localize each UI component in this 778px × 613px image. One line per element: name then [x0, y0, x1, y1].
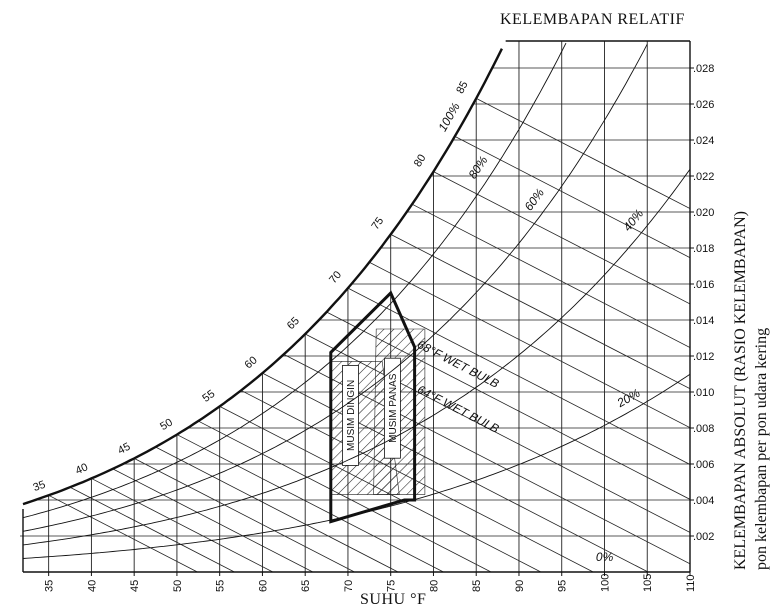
rh-label: 60% — [522, 186, 548, 214]
saturation-temp-label: 75 — [369, 215, 386, 232]
y-tick-label: .004 — [693, 495, 714, 507]
wet-bulb-line — [198, 420, 492, 572]
chart-title: KELEMBAPAN RELATIF — [500, 11, 685, 28]
x-tick-label: 85 — [471, 580, 483, 592]
wet-bulb-line — [48, 494, 198, 572]
y-tick-label: .028 — [693, 63, 714, 75]
x-tick-label: 45 — [129, 580, 141, 592]
x-tick-label: 95 — [557, 580, 569, 592]
saturation-temp-label: 70 — [327, 269, 344, 286]
x-tick-label: 80 — [428, 580, 440, 592]
rh-label: 80% — [466, 153, 491, 181]
zone-label-box — [384, 357, 401, 459]
wet-bulb-line — [112, 468, 313, 572]
x-tick-label: 65 — [300, 580, 312, 592]
zone-label: MUSIM PANAS — [388, 373, 399, 443]
saturation-temp-label: 85 — [454, 79, 470, 95]
y-tick-label: .026 — [693, 99, 714, 111]
rh-curve — [22, 168, 690, 546]
y-tick-label: .024 — [693, 135, 714, 147]
y-tick-label: .002 — [693, 531, 714, 543]
y-tick-label: .022 — [693, 171, 714, 183]
saturation-temp-label: 35 — [32, 479, 48, 494]
y-axis-title-line2: pon kelembapan per pon udara kering — [753, 328, 770, 570]
y-tick-label: .008 — [693, 423, 714, 435]
comfort-zones: MUSIM DINGIN MUSIM PANAS — [329, 290, 426, 524]
saturation-temp-label: 50 — [158, 416, 175, 433]
x-axis-title: SUHU °F — [360, 591, 426, 608]
saturation-temp-label: 65 — [285, 315, 302, 332]
wet-bulb-line — [262, 372, 649, 572]
y-tick-label: .020 — [693, 207, 714, 219]
wet-bulb-line — [155, 446, 399, 572]
comfort-zone-outline — [329, 290, 417, 524]
x-tick-label: 35 — [44, 580, 56, 592]
x-tick-label: 75 — [386, 580, 398, 592]
chart-frame — [22, 40, 694, 576]
wet-bulb-line — [390, 234, 690, 390]
wet-bulb-line — [433, 171, 690, 305]
saturation-curve — [22, 48, 503, 506]
y-tick-label: .014 — [693, 315, 714, 327]
x-tick-label: 60 — [257, 580, 269, 592]
y-tick-label: .010 — [693, 387, 714, 399]
saturation-temp-label: 55 — [200, 388, 217, 405]
x-tick-label: 40 — [86, 580, 98, 592]
wet-bulb-line — [347, 287, 690, 465]
zone-label: MUSIM DINGIN — [346, 380, 357, 451]
x-tick-label: 105 — [642, 574, 654, 592]
wet-bulb-line — [176, 434, 444, 572]
wet-bulb-line — [369, 261, 690, 429]
x-tick-label: 100 — [599, 574, 611, 592]
x-tick-label: 110 — [685, 574, 697, 592]
rh-label: 0% — [596, 550, 614, 564]
relative-humidity-curves — [22, 42, 690, 559]
x-tick-label: 90 — [514, 580, 526, 592]
y-axis-title-line1: KELEMBAPAN ABSOLUT (RASIO KELEMBAPAN) — [732, 211, 749, 570]
x-tick-label: 50 — [172, 580, 184, 592]
rh-curve — [22, 373, 690, 559]
zone-label-box — [342, 364, 359, 466]
wet-bulb-line — [91, 478, 273, 572]
x-tick-label: 55 — [215, 580, 227, 592]
wet-bulb-line — [133, 458, 355, 572]
wet-bulb-line — [454, 136, 690, 259]
rh-curve — [22, 42, 567, 519]
saturation-temp-label: 45 — [116, 441, 132, 457]
wet-bulb-line — [476, 98, 690, 210]
grid-lines — [20, 41, 690, 572]
saturation-temp-label: 60 — [243, 354, 260, 371]
saturation-temp-label: 80 — [412, 152, 429, 169]
y-tick-label: .018 — [693, 243, 714, 255]
rh-label: 40% — [620, 206, 646, 234]
y-tick-label: .012 — [693, 351, 714, 363]
saturation-temp-label: 40 — [74, 461, 90, 477]
wet-bulb-line — [69, 486, 235, 572]
rh-curve — [22, 43, 648, 532]
x-tick-label: 70 — [343, 580, 355, 592]
wet-bulb-line — [411, 203, 690, 348]
y-tick-label: .016 — [693, 279, 714, 291]
y-tick-label: .006 — [693, 459, 714, 471]
